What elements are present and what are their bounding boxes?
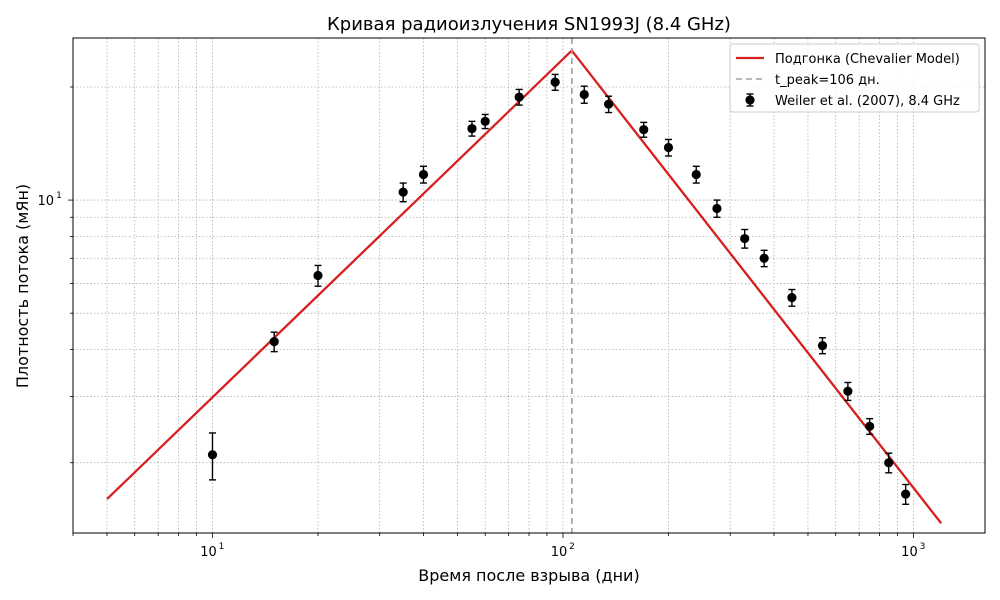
data-point	[884, 458, 894, 468]
data-point	[514, 92, 524, 102]
x-tick-label-exponent: 1	[219, 542, 225, 552]
data-point	[663, 142, 674, 153]
data-point	[787, 293, 797, 303]
x-tick-label: 10	[551, 545, 568, 560]
data-point	[418, 169, 429, 180]
legend-swatch-point	[745, 95, 755, 105]
y-tick-label-exponent: 1	[56, 191, 62, 201]
legend-box	[729, 43, 980, 113]
legend-entry-label: t_peak=106 дн.	[775, 73, 880, 88]
data-point	[901, 489, 911, 499]
data-point	[759, 253, 769, 263]
data-point	[712, 203, 722, 214]
legend-entry-label: Weiler et al. (2007), 8.4 GHz	[775, 94, 960, 109]
data-point	[639, 125, 649, 135]
data-point	[207, 450, 218, 460]
legend: Подгонка (Chevalier Model) t_peak=106 дн.…	[729, 43, 980, 113]
plot-area	[106, 38, 943, 533]
x-tick-label: 10	[901, 545, 918, 560]
data-point	[313, 270, 323, 281]
x-tick-label-exponent: 2	[569, 542, 575, 552]
y-tick-label: 10	[37, 194, 54, 209]
data-point	[604, 99, 614, 109]
data-point	[398, 187, 408, 197]
data-point	[817, 340, 828, 351]
data-point	[579, 89, 589, 100]
data-point	[691, 169, 701, 180]
data-point	[467, 123, 477, 134]
data-point	[550, 77, 560, 87]
x-tick-label: 10	[200, 545, 217, 560]
x-axis-label: Время после взрыва (дни)	[418, 566, 639, 585]
data-point	[843, 386, 853, 396]
data-point	[740, 233, 750, 244]
data-point	[269, 337, 279, 347]
legend-entry-label: Подгонка (Chevalier Model)	[775, 52, 960, 67]
y-axis-label: Плотность потока (мЯн)	[13, 184, 32, 388]
x-tick-label-exponent: 3	[920, 542, 926, 552]
data-point	[865, 421, 875, 431]
data-point	[480, 116, 490, 126]
chart-title: Кривая радиоизлучения SN1993J (8.4 GHz)	[327, 14, 731, 35]
